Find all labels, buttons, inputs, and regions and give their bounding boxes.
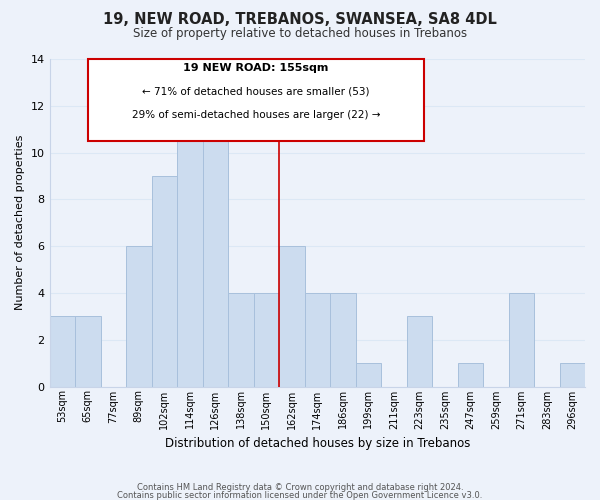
Bar [228,293,254,386]
Bar [509,293,534,386]
Text: Size of property relative to detached houses in Trebanos: Size of property relative to detached ho… [133,28,467,40]
Text: 19 NEW ROAD: 155sqm: 19 NEW ROAD: 155sqm [184,64,329,74]
Bar [75,316,101,386]
Bar [356,363,381,386]
Bar [254,293,279,386]
Bar [458,363,483,386]
Text: 29% of semi-detached houses are larger (22) →: 29% of semi-detached houses are larger (… [132,110,380,120]
Bar [305,293,330,386]
X-axis label: Distribution of detached houses by size in Trebanos: Distribution of detached houses by size … [164,437,470,450]
Bar [50,316,75,386]
Bar [152,176,177,386]
Text: Contains public sector information licensed under the Open Government Licence v3: Contains public sector information licen… [118,492,482,500]
Bar [407,316,432,386]
Y-axis label: Number of detached properties: Number of detached properties [15,135,25,310]
Bar [279,246,305,386]
Text: Contains HM Land Registry data © Crown copyright and database right 2024.: Contains HM Land Registry data © Crown c… [137,483,463,492]
Text: ← 71% of detached houses are smaller (53): ← 71% of detached houses are smaller (53… [142,87,370,97]
FancyBboxPatch shape [88,59,424,141]
Bar [203,129,228,386]
Bar [177,106,203,386]
Bar [330,293,356,386]
Bar [560,363,585,386]
Bar [126,246,152,386]
Text: 19, NEW ROAD, TREBANOS, SWANSEA, SA8 4DL: 19, NEW ROAD, TREBANOS, SWANSEA, SA8 4DL [103,12,497,28]
